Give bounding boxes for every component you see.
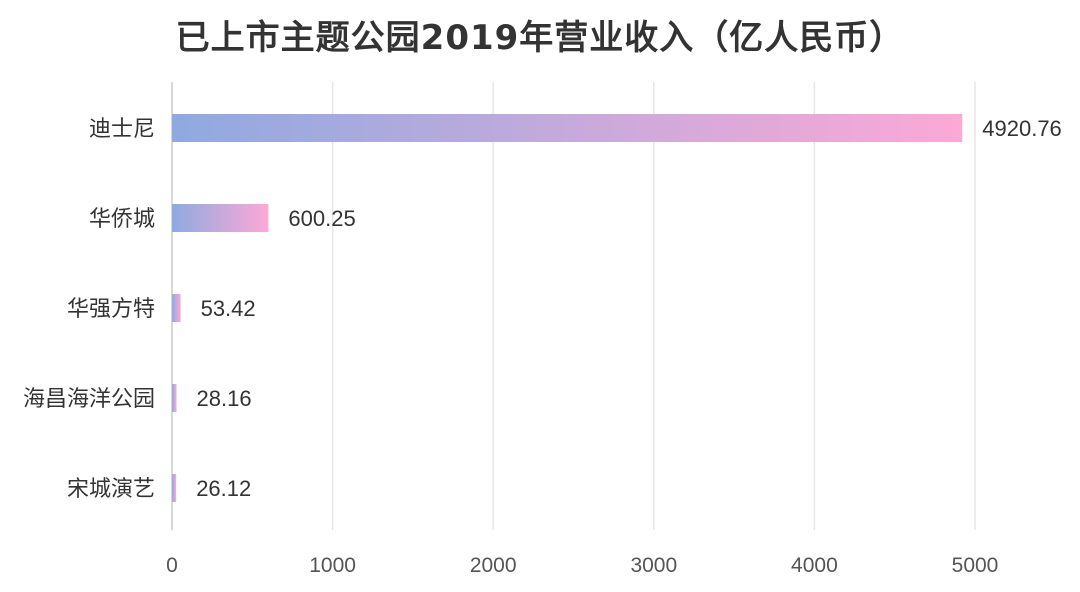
x-tick-label: 4000 — [791, 554, 838, 577]
x-tick-label: 1000 — [309, 554, 356, 577]
category-label: 华强方特 — [67, 297, 155, 322]
x-tick-label: 0 — [166, 554, 178, 577]
value-label: 26.12 — [196, 476, 251, 501]
x-tick-label: 3000 — [630, 554, 677, 577]
value-label: 53.42 — [201, 296, 256, 321]
bar[interactable] — [172, 204, 269, 232]
category-label: 宋城演艺 — [67, 477, 155, 502]
chart-title: 已上市主题公园2019年营业收入（亿人民币） — [175, 18, 905, 58]
value-label: 28.16 — [197, 386, 252, 411]
bar[interactable] — [172, 114, 963, 142]
bar[interactable] — [172, 384, 177, 412]
bar[interactable] — [172, 474, 177, 502]
value-label: 600.25 — [288, 206, 355, 231]
value-label: 4920.76 — [982, 116, 1062, 141]
x-tick-label: 5000 — [952, 554, 999, 577]
category-label: 迪士尼 — [89, 117, 155, 142]
category-label: 华侨城 — [89, 207, 155, 232]
bar[interactable] — [172, 294, 181, 322]
x-tick-label: 2000 — [470, 554, 517, 577]
category-label: 海昌海洋公园 — [23, 387, 155, 412]
